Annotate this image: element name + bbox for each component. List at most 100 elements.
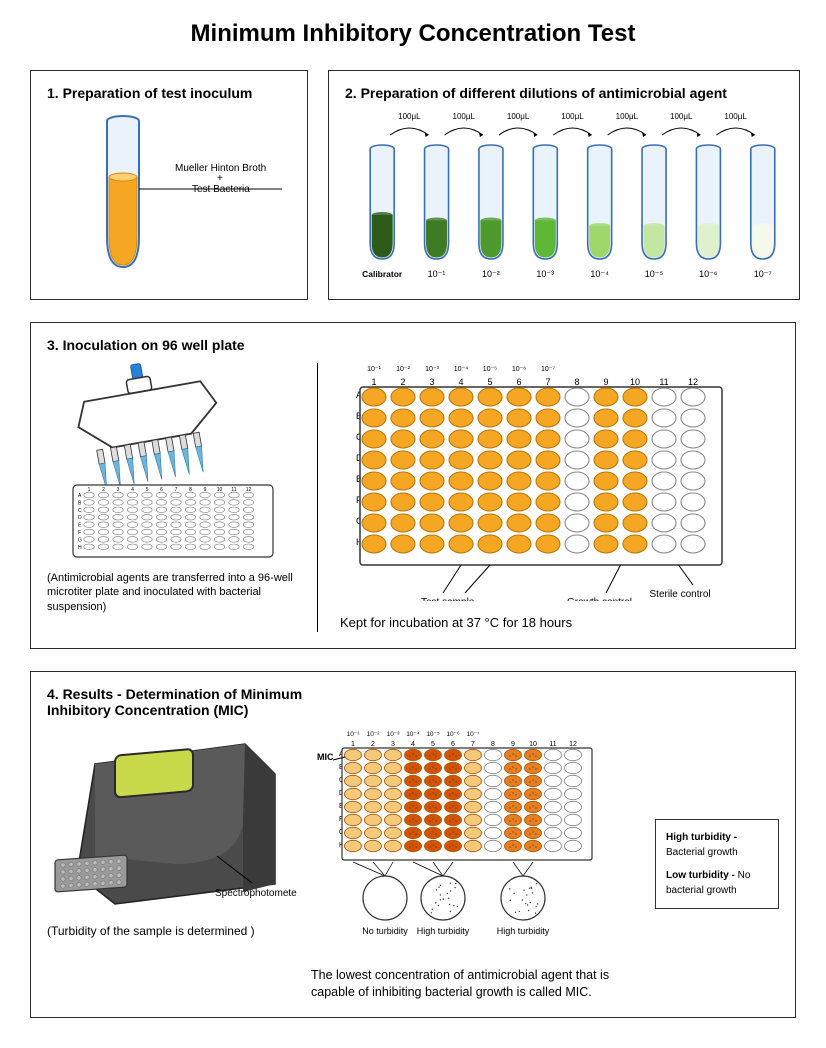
svg-text:8: 8: [189, 487, 192, 493]
svg-text:100μL: 100μL: [616, 112, 639, 121]
svg-text:8: 8: [491, 741, 495, 748]
spectrophotometer-icon: Spectrophotometer: [47, 728, 297, 918]
svg-text:2: 2: [400, 377, 405, 387]
svg-text:Growth control: Growth control: [567, 597, 632, 601]
tube-inoculum-icon: Mueller Hinton Broth + Test Bacteria: [47, 111, 295, 286]
tube-label-2: +: [217, 173, 223, 184]
svg-text:6: 6: [451, 741, 455, 748]
svg-text:5: 5: [146, 487, 149, 493]
svg-text:6: 6: [516, 377, 521, 387]
svg-text:100μL: 100μL: [670, 112, 693, 121]
svg-text:4: 4: [411, 741, 415, 748]
svg-text:3: 3: [429, 377, 434, 387]
svg-text:100μL: 100μL: [398, 112, 421, 121]
svg-text:9: 9: [511, 741, 515, 748]
svg-text:10⁻⁷: 10⁻⁷: [541, 366, 555, 373]
svg-text:12: 12: [688, 377, 698, 387]
svg-text:Calibrator: Calibrator: [362, 269, 403, 279]
results-plate-icon: 10⁻¹10⁻²10⁻³10⁻⁴10⁻⁵10⁻⁶10⁻⁷123456789101…: [311, 728, 641, 963]
panel-2: 2. Preparation of different dilutions of…: [328, 70, 800, 300]
panel-4: 4. Results - Determination of Minimum In…: [30, 671, 796, 1018]
pipette-caption: (Antimicrobial agents are transferred in…: [47, 571, 301, 614]
svg-text:10⁻³: 10⁻³: [536, 269, 554, 279]
svg-text:2: 2: [371, 741, 375, 748]
svg-text:10⁻⁶: 10⁻⁶: [699, 269, 718, 279]
svg-text:2: 2: [102, 487, 105, 493]
svg-text:C: C: [78, 508, 82, 514]
svg-text:7: 7: [175, 487, 178, 493]
svg-text:10⁻¹: 10⁻¹: [428, 269, 446, 279]
svg-text:1: 1: [351, 741, 355, 748]
svg-text:4: 4: [458, 377, 463, 387]
svg-text:7: 7: [545, 377, 550, 387]
svg-text:10⁻¹: 10⁻¹: [367, 366, 381, 373]
svg-text:Test sample: Test sample: [421, 597, 475, 601]
svg-text:10⁻⁴: 10⁻⁴: [454, 366, 469, 373]
svg-text:10⁻³: 10⁻³: [387, 731, 401, 738]
legend-low: Low turbidity -: [666, 870, 735, 881]
svg-text:10⁻⁵: 10⁻⁵: [483, 366, 497, 373]
svg-text:9: 9: [204, 487, 207, 493]
svg-text:10: 10: [217, 487, 223, 493]
svg-text:8: 8: [574, 377, 579, 387]
summary-text: The lowest concentration of antimicrobia…: [311, 967, 641, 1001]
svg-text:100μL: 100μL: [724, 112, 747, 121]
turbidity-legend: High turbidity - Bacterial growth Low tu…: [655, 819, 779, 909]
spec-label: Spectrophotometer: [215, 888, 297, 899]
pipette-plate-icon: ABCDEFGH 123456789101112: [47, 363, 297, 563]
svg-text:12: 12: [246, 487, 252, 493]
svg-text:4: 4: [131, 487, 134, 493]
legend-high-desc: Bacterial growth: [666, 847, 738, 858]
svg-text:6: 6: [160, 487, 163, 493]
well-plate-big-icon: 10⁻¹10⁻²10⁻³10⁻⁴10⁻⁵10⁻⁶10⁻⁷123456789101…: [340, 363, 760, 601]
svg-text:1: 1: [88, 487, 91, 493]
svg-text:F: F: [78, 530, 81, 536]
tube-label-3: Test Bacteria: [192, 184, 250, 195]
svg-text:11: 11: [549, 741, 556, 748]
svg-text:High turbidity: High turbidity: [417, 926, 470, 936]
svg-text:G: G: [78, 537, 82, 543]
svg-text:No turbidity: No turbidity: [362, 926, 408, 936]
svg-text:10⁻²: 10⁻²: [396, 366, 410, 373]
svg-text:3: 3: [117, 487, 120, 493]
svg-text:11: 11: [231, 487, 236, 493]
svg-text:10⁻⁷: 10⁻⁷: [466, 731, 480, 738]
panel-3-title: 3. Inoculation on 96 well plate: [47, 337, 779, 353]
panel-1-title: 1. Preparation of test inoculum: [47, 85, 291, 101]
svg-text:10⁻²: 10⁻²: [482, 269, 500, 279]
svg-text:5: 5: [431, 741, 435, 748]
svg-text:10⁻¹: 10⁻¹: [347, 731, 361, 738]
svg-text:9: 9: [603, 377, 608, 387]
panel-4-title: 4. Results - Determination of Minimum In…: [47, 686, 327, 718]
svg-text:10⁻⁶: 10⁻⁶: [512, 366, 526, 373]
incubation-note: Kept for incubation at 37 °C for 18 hour…: [340, 615, 779, 632]
svg-text:11: 11: [659, 377, 668, 387]
svg-text:3: 3: [391, 741, 395, 748]
svg-text:10: 10: [630, 377, 640, 387]
svg-text:10⁻⁵: 10⁻⁵: [426, 731, 440, 738]
svg-text:H: H: [78, 545, 82, 551]
panel-2-title: 2. Preparation of different dilutions of…: [345, 85, 783, 101]
svg-text:10: 10: [529, 741, 537, 748]
dilution-tubes-icon: 100μL100μL100μL100μL100μL100μL100μLCalib…: [345, 111, 783, 291]
page-title: Minimum Inhibitory Concentration Test: [30, 20, 796, 48]
svg-text:10⁻⁴: 10⁻⁴: [590, 269, 609, 279]
legend-high: High turbidity -: [666, 832, 737, 843]
svg-text:High turbidity: High turbidity: [497, 926, 550, 936]
svg-text:100μL: 100μL: [507, 112, 530, 121]
svg-text:1: 1: [371, 377, 376, 387]
panel-1: 1. Preparation of test inoculum Mueller …: [30, 70, 308, 300]
svg-text:Sterile control: Sterile control: [650, 589, 711, 600]
spec-caption: (Turbidity of the sample is determined ): [47, 924, 297, 940]
svg-text:5: 5: [487, 377, 492, 387]
svg-text:10⁻³: 10⁻³: [425, 366, 439, 373]
svg-text:10⁻⁴: 10⁻⁴: [406, 731, 420, 738]
panel-3: 3. Inoculation on 96 well plate: [30, 322, 796, 649]
svg-text:12: 12: [569, 741, 577, 748]
svg-text:10⁻²: 10⁻²: [367, 731, 381, 738]
svg-text:7: 7: [471, 741, 475, 748]
svg-text:100μL: 100μL: [561, 112, 584, 121]
svg-text:10⁻⁷: 10⁻⁷: [754, 269, 772, 279]
svg-text:D: D: [78, 515, 82, 521]
svg-text:MIC: MIC: [317, 752, 334, 762]
